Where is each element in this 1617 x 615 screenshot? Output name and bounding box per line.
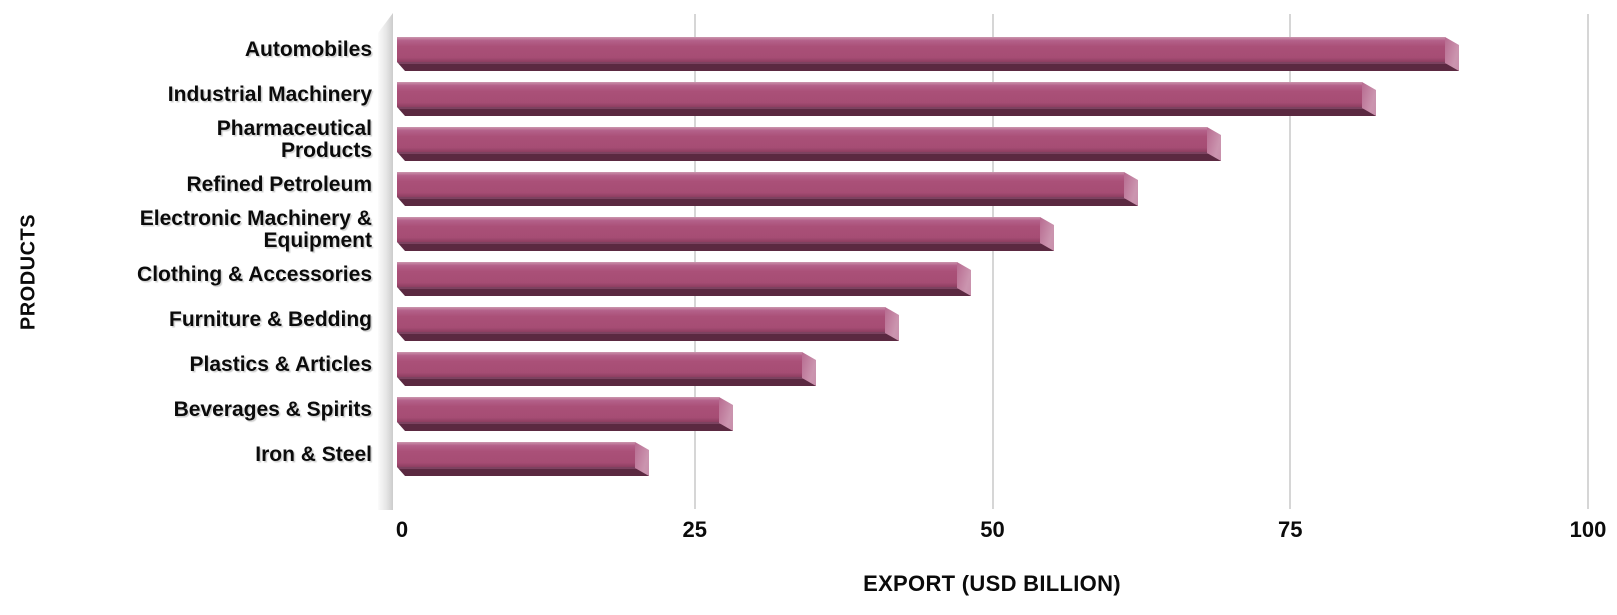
bar-shadow <box>397 287 971 296</box>
bar-shadow <box>397 62 1459 71</box>
category-label: Beverages & Spirits <box>173 397 372 421</box>
bar <box>397 352 816 386</box>
category-label: Clothing & Accessories <box>137 262 372 286</box>
bar <box>397 217 1054 251</box>
bar-face <box>397 127 1207 152</box>
bar-face <box>397 442 635 467</box>
x-tick-label: 0 <box>395 517 409 542</box>
bar <box>397 37 1459 71</box>
x-axis-title: EXPORT (USD BILLION) <box>863 571 1121 596</box>
bar-face <box>397 37 1445 62</box>
category-label: Furniture & Bedding <box>169 307 372 331</box>
gridline <box>1289 14 1292 509</box>
bar-face <box>397 397 719 422</box>
x-tick-label: 25 <box>682 517 707 542</box>
bar <box>397 397 733 431</box>
x-tick-label: 75 <box>1278 517 1303 542</box>
bar <box>397 307 899 341</box>
bar-face <box>397 217 1040 242</box>
bar <box>397 442 649 476</box>
bar-end-cap <box>1207 127 1221 161</box>
bar <box>397 172 1138 206</box>
bar-face <box>397 352 802 377</box>
bar-shadow <box>397 242 1054 251</box>
bar-end-cap <box>1362 82 1376 116</box>
bar-end-cap <box>885 307 899 341</box>
bar <box>397 82 1376 116</box>
bar <box>397 262 971 296</box>
bar-shadow <box>397 152 1221 161</box>
category-label: Industrial Machinery <box>167 82 372 106</box>
bar-end-cap <box>802 352 816 386</box>
bar-shadow <box>397 422 733 431</box>
x-tick-label: 100 <box>1569 517 1607 542</box>
bar-face <box>397 82 1362 107</box>
bar-end-cap <box>1040 217 1054 251</box>
bar-shadow <box>397 107 1376 116</box>
bar-end-cap <box>957 262 971 296</box>
bar-end-cap <box>719 397 733 431</box>
gridline <box>1587 14 1589 509</box>
category-label: Refined Petroleum <box>186 172 372 196</box>
bar-shadow <box>397 197 1138 206</box>
gridline <box>991 14 994 509</box>
category-label: Iron & Steel <box>255 442 372 466</box>
bar-face <box>397 172 1124 197</box>
bar-shadow <box>397 332 899 341</box>
x-tick-label: 50 <box>980 517 1005 542</box>
category-label: Plastics & Articles <box>189 352 372 376</box>
bar-end-cap <box>1445 37 1459 71</box>
bar-end-cap <box>1124 172 1138 206</box>
bar-shadow <box>397 467 649 476</box>
bar-face <box>397 262 957 287</box>
bar-shadow <box>397 377 816 386</box>
bar-face <box>397 307 885 332</box>
bar <box>397 127 1221 161</box>
gridline <box>693 14 696 509</box>
bar-end-cap <box>635 442 649 476</box>
category-label: Pharmaceutical Products <box>216 116 372 162</box>
y-axis-wall <box>378 13 393 510</box>
category-label: Electronic Machinery & Equipment <box>139 206 372 252</box>
category-label: Automobiles <box>244 37 372 61</box>
